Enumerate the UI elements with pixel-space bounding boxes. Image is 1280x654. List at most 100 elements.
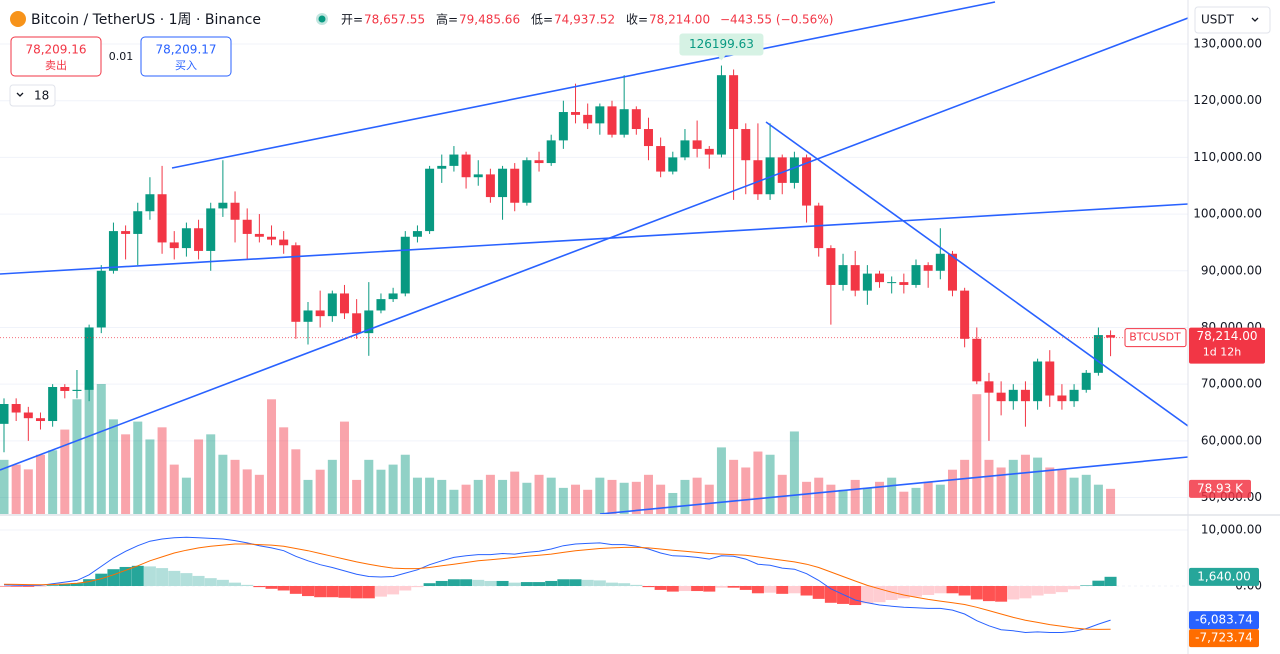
macd-histogram-bar xyxy=(95,573,108,586)
trend-line[interactable] xyxy=(0,203,1188,275)
volume-bar xyxy=(802,481,812,514)
volume-bar xyxy=(996,467,1006,514)
volume-bar xyxy=(157,427,167,514)
spread: 0.01 xyxy=(109,50,134,63)
volume-bar xyxy=(400,454,410,514)
macd-histogram-bar xyxy=(1080,585,1093,586)
status-dot xyxy=(318,15,326,23)
volume-bar xyxy=(72,399,82,514)
currency: USDT xyxy=(1201,13,1235,27)
candle-body xyxy=(802,157,812,206)
candle-body xyxy=(631,109,641,130)
macd-histogram-bar xyxy=(982,585,995,602)
volume-bar xyxy=(826,484,836,514)
candle-body xyxy=(242,219,252,234)
volume-bar xyxy=(461,484,471,514)
candle-body xyxy=(96,270,106,328)
macd-histogram-bar xyxy=(557,579,570,586)
candle-body xyxy=(339,293,349,314)
candle-body xyxy=(84,327,94,390)
volume-bar xyxy=(121,434,131,514)
volume-bar xyxy=(753,451,763,514)
candle-body xyxy=(108,231,118,271)
candle-body xyxy=(850,265,860,291)
candle-body xyxy=(327,293,337,317)
macd-histogram-bar xyxy=(338,585,351,598)
candle-body xyxy=(935,253,945,271)
volume-bar xyxy=(267,399,277,514)
macd-histogram-bar xyxy=(447,579,460,586)
volume-bar xyxy=(716,447,726,514)
macd-histogram-bar xyxy=(387,585,400,595)
macd-histogram-bar xyxy=(423,583,436,586)
ohlc-value: 74,937.52 xyxy=(554,13,615,27)
volume-bar xyxy=(558,487,568,514)
ohlc-label: 收= xyxy=(626,13,648,27)
macd-layer xyxy=(0,536,1117,634)
high-marker: 126199.63 xyxy=(689,37,754,51)
macd-histogram-bar xyxy=(277,585,290,591)
volume-bar xyxy=(1093,484,1103,514)
volume-bar xyxy=(35,454,45,514)
macd-histogram-bar xyxy=(508,582,521,586)
volume-bar xyxy=(571,484,581,514)
volume-bar xyxy=(254,474,264,514)
macd-histogram-bar xyxy=(435,580,448,586)
candle-body xyxy=(583,114,593,124)
volume-bar xyxy=(230,459,240,514)
candle-body xyxy=(826,248,836,285)
chevron xyxy=(1251,17,1259,22)
volume-bar xyxy=(339,421,349,514)
candle-body xyxy=(729,75,739,130)
candle-body xyxy=(875,273,885,283)
volume-bar xyxy=(923,481,933,514)
sell-button[interactable] xyxy=(10,36,102,77)
candle-body xyxy=(911,265,921,285)
trend-line[interactable] xyxy=(171,1,996,169)
symbol[interactable]: Bitcoin / TetherUS · 1周 · Binance xyxy=(31,12,261,28)
candle-body xyxy=(887,282,897,284)
macd-histogram-bar xyxy=(800,585,813,596)
macd-histogram-bar xyxy=(727,585,740,588)
volume-bar xyxy=(522,482,532,514)
volume-bar xyxy=(704,484,714,514)
candle-body xyxy=(862,273,872,291)
macd-histogram-bar xyxy=(1043,585,1056,594)
macd-histogram-bar xyxy=(1092,580,1105,586)
candle-body xyxy=(972,338,982,382)
symbol-tag: BTCUSDT xyxy=(1129,331,1181,344)
volume-bar xyxy=(303,479,313,514)
macd-histogram-bar xyxy=(107,569,120,586)
macd-histogram-bar xyxy=(678,585,691,592)
ohlc-label: 低= xyxy=(531,13,553,27)
ohlc-label: 高= xyxy=(436,12,458,27)
trend-line[interactable] xyxy=(765,121,1188,427)
volume-bar xyxy=(595,477,605,514)
volume-bar xyxy=(23,469,33,514)
collapse-button[interactable] xyxy=(9,84,56,107)
candle-body xyxy=(206,208,216,251)
candle-body xyxy=(1057,395,1067,402)
volume-bar xyxy=(850,479,860,514)
trend-line[interactable] xyxy=(599,456,1188,514)
volume-bar xyxy=(169,464,179,514)
currency-select[interactable] xyxy=(1194,6,1271,34)
volume-bar xyxy=(181,477,191,514)
candle-body xyxy=(522,160,532,203)
macd-histogram-bar xyxy=(1055,585,1068,593)
macd-histogram-bar xyxy=(362,585,375,599)
macd-histogram-bar xyxy=(1007,585,1020,600)
candle-body xyxy=(60,387,70,391)
candle-body xyxy=(668,157,678,172)
coin-icon xyxy=(10,11,26,27)
candle-body xyxy=(1106,335,1116,338)
candle-body xyxy=(157,194,167,243)
volume-bar xyxy=(327,459,337,514)
buy-button[interactable] xyxy=(140,36,232,77)
trend-line[interactable] xyxy=(0,17,1188,471)
candle-body xyxy=(194,228,204,251)
macd-histogram-bar xyxy=(666,585,679,592)
macd-histogram-bar xyxy=(618,583,631,586)
volume-bar xyxy=(947,469,957,514)
